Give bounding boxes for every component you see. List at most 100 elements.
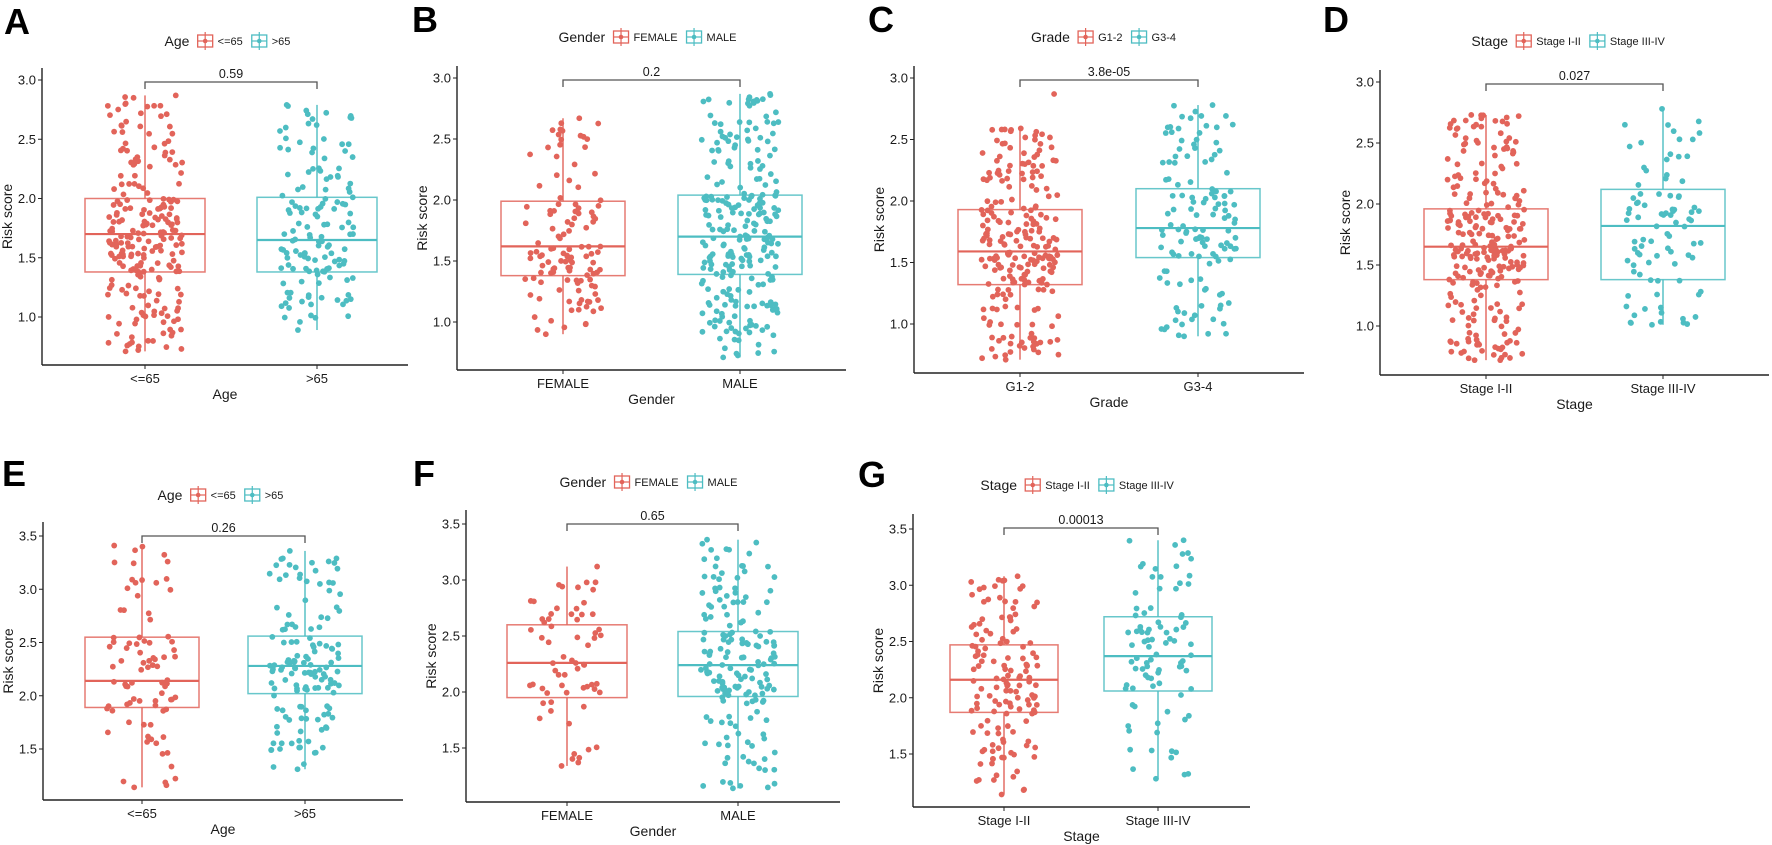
data-point bbox=[559, 682, 565, 689]
data-point bbox=[1450, 279, 1456, 286]
data-point bbox=[749, 698, 756, 705]
data-point bbox=[1039, 162, 1046, 169]
y-tick-label: 3.0 bbox=[433, 71, 451, 86]
data-point bbox=[578, 243, 585, 250]
data-point bbox=[1001, 241, 1008, 248]
data-point bbox=[980, 176, 987, 183]
data-point bbox=[522, 276, 529, 283]
data-point bbox=[538, 279, 544, 286]
data-point bbox=[1034, 168, 1040, 175]
data-point bbox=[980, 315, 987, 322]
data-point bbox=[1516, 305, 1523, 312]
data-point bbox=[729, 209, 736, 216]
data-point bbox=[969, 591, 975, 598]
data-point bbox=[1173, 563, 1180, 570]
data-point bbox=[769, 130, 776, 137]
data-point bbox=[1028, 227, 1035, 234]
data-point bbox=[1012, 598, 1019, 605]
data-point bbox=[1630, 195, 1637, 201]
data-point bbox=[1146, 643, 1152, 650]
data-point bbox=[1032, 693, 1038, 700]
data-point bbox=[286, 548, 293, 554]
data-point bbox=[135, 230, 142, 237]
data-point bbox=[713, 294, 720, 301]
data-point bbox=[122, 348, 129, 355]
data-point bbox=[1163, 268, 1170, 275]
data-point bbox=[1465, 338, 1472, 345]
data-point bbox=[738, 676, 744, 683]
data-point bbox=[1468, 112, 1475, 118]
data-point bbox=[583, 253, 590, 260]
data-point bbox=[1024, 697, 1031, 703]
y-tick-label: 1.5 bbox=[890, 255, 908, 270]
data-point bbox=[1495, 345, 1502, 352]
data-point bbox=[1653, 223, 1660, 230]
data-point bbox=[1631, 312, 1638, 319]
data-point bbox=[279, 192, 286, 199]
data-point bbox=[281, 314, 288, 321]
data-point bbox=[1451, 191, 1458, 198]
data-point bbox=[1446, 124, 1453, 131]
data-point bbox=[1205, 330, 1212, 337]
data-point bbox=[327, 274, 333, 281]
data-point bbox=[130, 94, 137, 101]
legend-dot-icon bbox=[1595, 38, 1600, 44]
data-point bbox=[978, 658, 985, 665]
data-point bbox=[574, 280, 581, 287]
data-point bbox=[124, 197, 131, 203]
x-tick-label: >65 bbox=[306, 371, 328, 386]
data-point bbox=[1213, 188, 1219, 195]
data-point bbox=[1492, 152, 1498, 159]
data-point bbox=[347, 180, 354, 187]
data-point bbox=[1623, 303, 1630, 310]
data-point bbox=[719, 179, 725, 185]
data-point bbox=[282, 300, 289, 307]
data-point bbox=[755, 158, 761, 164]
data-point bbox=[163, 575, 170, 582]
data-point bbox=[550, 269, 557, 276]
data-point bbox=[1224, 169, 1230, 176]
data-point bbox=[1491, 144, 1497, 151]
y-tick-label: 2.0 bbox=[1356, 197, 1374, 212]
data-point bbox=[286, 210, 293, 216]
data-point bbox=[730, 785, 736, 792]
data-point bbox=[548, 623, 555, 630]
data-point bbox=[151, 308, 158, 315]
data-point bbox=[771, 780, 778, 787]
data-point bbox=[699, 328, 706, 335]
data-point bbox=[993, 772, 1000, 779]
data-point bbox=[106, 643, 113, 650]
data-point bbox=[702, 740, 708, 747]
data-point bbox=[558, 763, 565, 769]
data-point bbox=[564, 219, 571, 225]
significance-bracket bbox=[141, 535, 306, 543]
data-point bbox=[994, 291, 1001, 298]
data-point bbox=[576, 300, 583, 307]
data-point bbox=[1181, 310, 1188, 316]
data-point bbox=[1519, 350, 1526, 357]
data-point bbox=[968, 707, 975, 714]
data-point bbox=[1673, 219, 1679, 226]
data-point bbox=[1189, 316, 1195, 323]
data-point bbox=[161, 654, 167, 661]
data-point bbox=[1488, 305, 1494, 311]
data-point bbox=[566, 298, 573, 305]
data-point bbox=[1015, 226, 1022, 233]
data-point bbox=[1469, 281, 1476, 288]
series-1 bbox=[1103, 537, 1213, 782]
data-point bbox=[712, 588, 719, 595]
data-point bbox=[755, 341, 762, 348]
data-point bbox=[1447, 207, 1453, 214]
data-point bbox=[1167, 222, 1174, 228]
data-point bbox=[1217, 302, 1224, 309]
data-point bbox=[755, 609, 762, 616]
data-point bbox=[759, 96, 766, 103]
data-point bbox=[1475, 267, 1482, 273]
data-point bbox=[719, 274, 726, 281]
data-point bbox=[161, 305, 168, 312]
data-point bbox=[984, 717, 991, 724]
data-point bbox=[1036, 225, 1043, 232]
data-point bbox=[1467, 218, 1473, 225]
data-point bbox=[1225, 300, 1232, 306]
